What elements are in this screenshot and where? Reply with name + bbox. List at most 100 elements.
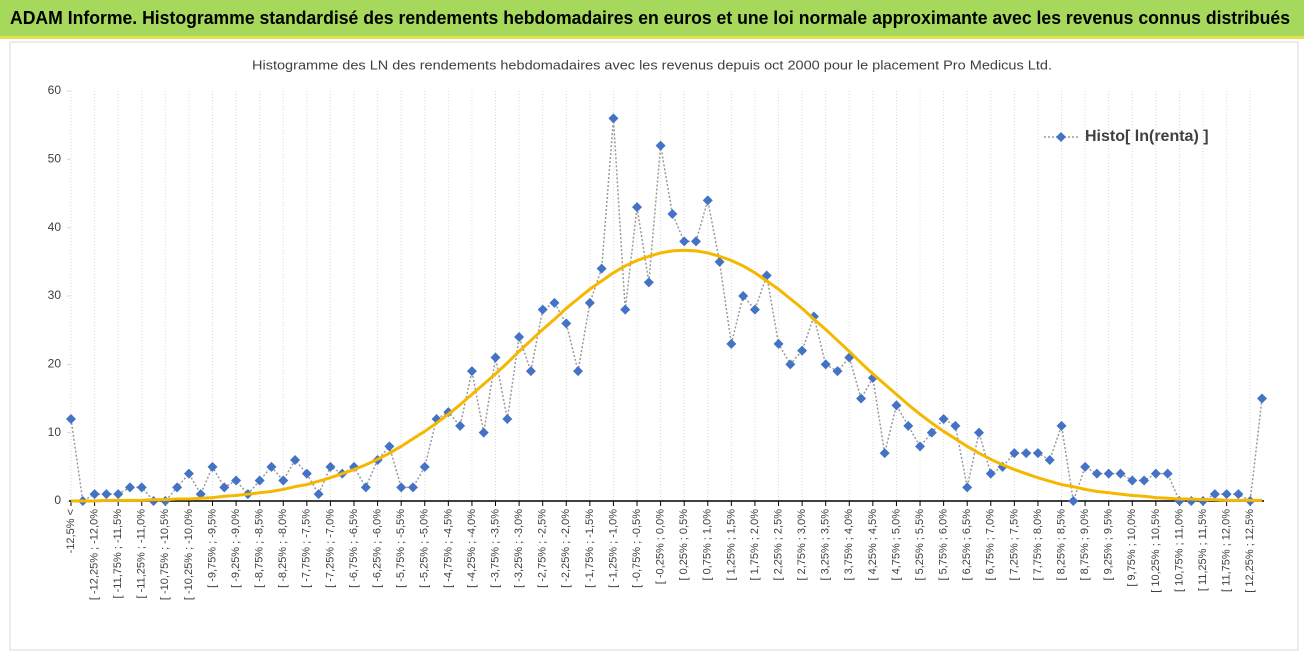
data-point: [1257, 393, 1267, 404]
x-tick-label: [ -9,25% ; -9,0%: [230, 509, 242, 588]
data-point: [726, 338, 737, 349]
data-point: [808, 311, 819, 322]
data-point: [113, 489, 124, 500]
x-tick-label: [ -2,25% ; -2,0%: [560, 509, 572, 588]
data-point: [278, 475, 289, 486]
legend-marker: [1056, 132, 1066, 142]
x-tick-label: [ 1,25% ; 1,5%: [725, 509, 737, 581]
data-point: [608, 113, 619, 124]
data-point: [360, 482, 371, 493]
x-tick-label: [ 2,25% ; 2,5%: [772, 509, 784, 581]
data-point: [384, 441, 395, 452]
data-point: [702, 195, 713, 206]
x-tick-label: [ -1,75% ; -1,5%: [584, 509, 596, 588]
data-point: [1021, 448, 1032, 459]
data-point: [926, 427, 937, 438]
x-tick-label: [ -8,25% ; -8,0%: [277, 509, 289, 588]
header-bar: [0, 0, 1304, 38]
x-tick-label: [ -10,75% ; -10,5%: [159, 509, 171, 600]
x-tick-label: [ -8,75% ; -8,5%: [254, 509, 266, 588]
data-point: [502, 414, 513, 424]
y-tick-label: 20: [48, 357, 62, 371]
data-point: [1221, 489, 1232, 500]
x-tick-label: [ 9,75% ; 10,0%: [1126, 509, 1138, 587]
data-point: [231, 475, 242, 486]
x-tick-label: [ -6,75% ; -6,5%: [348, 509, 360, 588]
x-tick-label: [ -10,25% ; -10,0%: [183, 509, 195, 600]
x-tick-label: [ 10,25% ; 10,5%: [1150, 509, 1162, 593]
data-point: [679, 236, 690, 247]
data-point: [514, 332, 525, 342]
x-tick-label: [ 7,75% ; 8,0%: [1032, 509, 1044, 581]
x-tick-label: [ -0,75% ; -0,5%: [631, 509, 643, 588]
data-point: [89, 489, 100, 500]
x-tick-label: [ 4,25% ; 4,5%: [867, 509, 879, 581]
normal-curve: [71, 248, 1262, 503]
data-point: [266, 461, 277, 472]
x-tick-label: [ 9,25% ; 9,5%: [1103, 509, 1115, 581]
data-point: [1233, 489, 1244, 500]
data-point: [596, 263, 607, 274]
data-point: [620, 304, 631, 315]
x-tick-label: [ -0,25% ; 0,0%: [655, 509, 667, 584]
data-point: [950, 420, 961, 431]
data-point: [1209, 489, 1220, 500]
x-tick-label: [ 12,25% ; 12,5%: [1244, 509, 1256, 593]
data-point: [1009, 448, 1020, 459]
data-point: [714, 256, 725, 267]
data-point: [1115, 468, 1126, 479]
data-point: [1162, 468, 1173, 479]
data-point: [973, 427, 984, 438]
data-point: [254, 475, 265, 486]
x-tick-label: [ -9,75% ; -9,5%: [206, 509, 218, 588]
data-point: [478, 427, 489, 438]
data-point: [655, 140, 666, 151]
data-point: [879, 448, 890, 459]
data-point: [915, 441, 926, 452]
legend-label: Histo[ ln(renta) ]: [1085, 128, 1209, 145]
data-point: [820, 359, 831, 370]
x-tick-label: [ -11,25% ; -11,0%: [136, 509, 148, 599]
data-point: [856, 393, 867, 404]
data-point: [1091, 468, 1102, 479]
chart-title: Histogramme des LN des rendements hebdom…: [252, 57, 1052, 72]
data-point: [962, 482, 973, 493]
x-tick-label: [ -2,75% ; -2,5%: [537, 509, 549, 588]
x-tick-label: [ 11,75% ; 12,0%: [1221, 509, 1233, 592]
data-point: [207, 461, 218, 472]
data-point: [1068, 496, 1079, 506]
data-point: [643, 277, 654, 288]
data-point: [738, 291, 749, 301]
data-point: [183, 468, 194, 479]
data-point: [219, 482, 230, 493]
data-point: [749, 304, 760, 315]
data-point: [407, 482, 418, 493]
series-line: [70, 118, 1263, 503]
data-point: [124, 482, 135, 493]
data-point: [1032, 448, 1043, 459]
data-point: [455, 420, 466, 431]
y-tick-label: 30: [48, 288, 62, 302]
data-point: [1080, 461, 1091, 472]
data-point: [549, 297, 560, 308]
data-point: [667, 209, 678, 219]
x-tick-label: [ -5,25% ; -5,0%: [419, 509, 431, 588]
data-point: [573, 366, 584, 377]
y-tick-label: 40: [48, 220, 62, 234]
data-point: [1139, 475, 1150, 486]
data-point: [313, 489, 324, 500]
x-tick-label: [ -4,75% ; -4,5%: [442, 509, 454, 588]
data-point: [561, 318, 572, 329]
data-point: [1127, 475, 1138, 486]
data-point: [101, 489, 112, 500]
x-tick-label: [ 0,25% ; 0,5%: [678, 509, 690, 581]
x-tick-label: [ 5,75% ; 6,0%: [938, 509, 950, 581]
x-tick-label: [ 5,25% ; 5,5%: [914, 509, 926, 581]
data-point: [172, 482, 183, 493]
data-point: [466, 366, 477, 377]
y-tick-label: 10: [48, 425, 62, 439]
data-point: [396, 482, 407, 493]
data-point: [325, 461, 336, 472]
data-point: [537, 304, 548, 315]
